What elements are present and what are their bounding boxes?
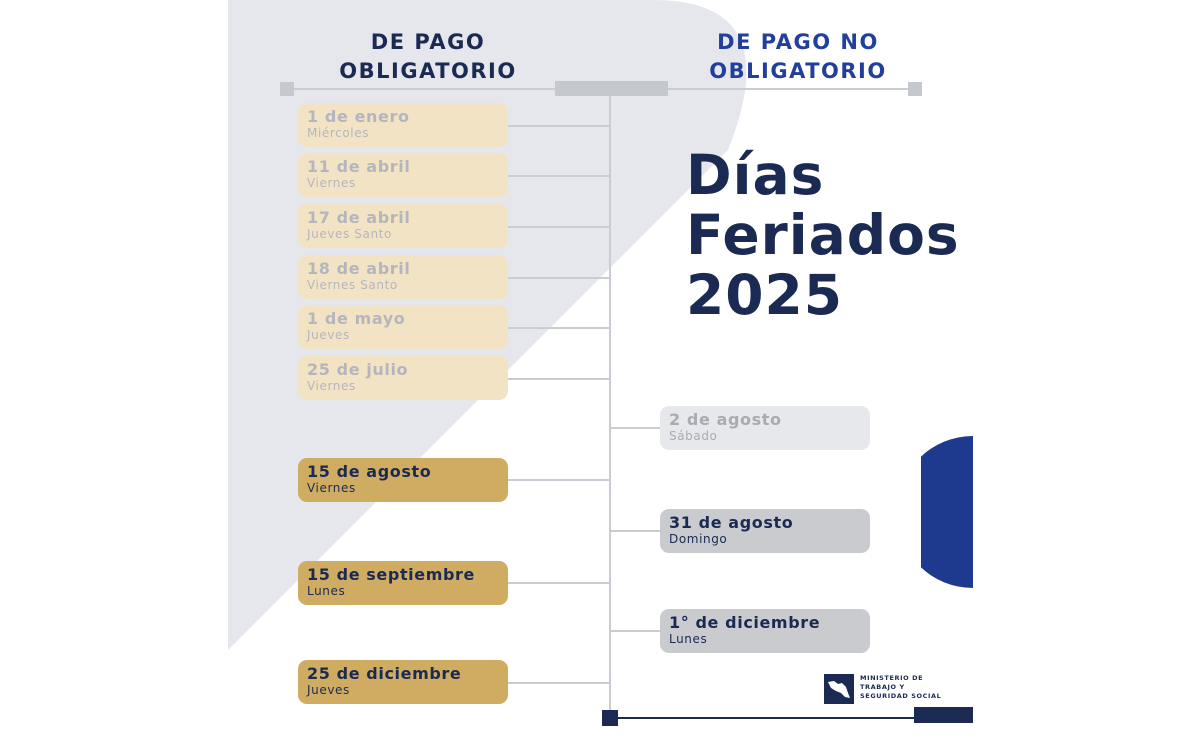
holiday-date: 15 de agosto (307, 462, 432, 481)
connector-right (611, 427, 661, 429)
holiday-date: 15 de septiembre (307, 565, 475, 584)
holiday-weekday: Viernes (307, 176, 356, 190)
heading-no-obligatorio-line-2: OBLIGATORIO (709, 59, 887, 83)
timeline-cap-left (280, 82, 294, 96)
timeline-vertical-line (609, 96, 611, 716)
heading-obligatorio-line-1: DE PAGO (370, 30, 486, 54)
connector-left (508, 327, 609, 329)
title-line-3: 2025 (686, 263, 844, 327)
holiday-date: 31 de agosto (669, 513, 794, 532)
holiday-pill-julio-25: 25 de julio Viernes (298, 356, 508, 400)
holiday-weekday: Viernes Santo (307, 278, 398, 292)
heading-no-obligatorio: DE PAGO NO OBLIGATORIO (678, 28, 918, 86)
connector-left (508, 582, 609, 584)
connector-left (508, 125, 609, 127)
holiday-poster: DE PAGO OBLIGATORIO DE PAGO NO OBLIGATOR… (228, 0, 973, 747)
holiday-date: 1 de enero (307, 107, 410, 126)
holiday-pill-abril-18: 18 de abril Viernes Santo (298, 255, 508, 299)
holiday-date: 25 de julio (307, 360, 409, 379)
holiday-weekday: Jueves (307, 683, 350, 697)
holiday-date: 17 de abril (307, 208, 411, 227)
holiday-pill-diciembre-1: 1° de diciembre Lunes (660, 609, 870, 653)
holiday-date: 1 de mayo (307, 309, 406, 328)
holiday-weekday: Lunes (669, 632, 708, 646)
connector-left (508, 226, 609, 228)
holiday-weekday: Jueves Santo (307, 227, 392, 241)
heading-obligatorio: DE PAGO OBLIGATORIO (308, 28, 548, 86)
timeline-bottom-line (609, 717, 939, 719)
connector-right (611, 630, 661, 632)
connector-left (508, 277, 609, 279)
holiday-pill-diciembre-25: 25 de diciembre Jueves (298, 660, 508, 704)
timeline-cap-right (908, 82, 922, 96)
heading-obligatorio-line-2: OBLIGATORIO (339, 59, 517, 83)
connector-left (508, 175, 609, 177)
ministry-logo-text: MINISTERIO DE TRABAJO Y SEGURIDAD SOCIAL (860, 674, 970, 701)
connector-right (611, 530, 661, 532)
holiday-weekday: Lunes (307, 584, 346, 598)
holiday-pill-abril-17: 17 de abril Jueves Santo (298, 204, 508, 248)
connector-left (508, 682, 609, 684)
holiday-date: 11 de abril (307, 157, 411, 176)
holiday-weekday: Viernes (307, 481, 356, 495)
holiday-pill-agosto-15: 15 de agosto Viernes (298, 458, 508, 502)
page-title: Días Feriados 2025 (686, 145, 960, 325)
blue-half-circle-decoration (921, 436, 973, 588)
holiday-pill-agosto-2: 2 de agosto Sábado (660, 406, 870, 450)
heading-no-obligatorio-line-1: DE PAGO NO (717, 30, 879, 54)
holiday-pill-septiembre-15: 15 de septiembre Lunes (298, 561, 508, 605)
timeline-bottom-cap-left (602, 710, 618, 726)
logo-line-2: TRABAJO Y (860, 683, 905, 691)
holiday-date: 25 de diciembre (307, 664, 462, 683)
connector-left (508, 378, 609, 380)
holiday-date: 2 de agosto (669, 410, 782, 429)
logo-line-1: MINISTERIO DE (860, 674, 924, 682)
holiday-weekday: Viernes (307, 379, 356, 393)
costa-rica-map-icon (824, 674, 854, 704)
holiday-pill-abril-11: 11 de abril Viernes (298, 153, 508, 197)
connector-left (508, 479, 609, 481)
ministry-logo: MINISTERIO DE TRABAJO Y SEGURIDAD SOCIAL (824, 674, 964, 704)
timeline-cap-center (555, 81, 668, 96)
holiday-pill-enero-1: 1 de enero Miércoles (298, 103, 508, 147)
title-line-1: Días (686, 143, 825, 207)
holiday-weekday: Jueves (307, 328, 350, 342)
holiday-weekday: Miércoles (307, 126, 370, 140)
title-line-2: Feriados (686, 203, 960, 267)
holiday-pill-agosto-31: 31 de agosto Domingo (660, 509, 870, 553)
holiday-weekday: Sábado (669, 429, 718, 443)
holiday-date: 18 de abril (307, 259, 411, 278)
holiday-pill-mayo-1: 1 de mayo Jueves (298, 305, 508, 349)
logo-line-3: SEGURIDAD SOCIAL (860, 692, 942, 700)
timeline-bottom-cap-right (914, 707, 973, 723)
holiday-date: 1° de diciembre (669, 613, 821, 632)
holiday-weekday: Domingo (669, 532, 728, 546)
